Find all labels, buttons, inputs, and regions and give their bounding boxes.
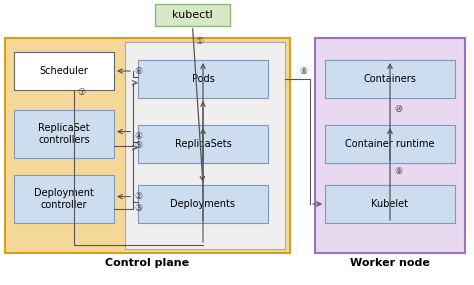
Bar <box>125 42 285 249</box>
Text: Container runtime: Container runtime <box>345 139 435 149</box>
Text: ③: ③ <box>134 203 142 213</box>
Text: ReplicaSet
controllers: ReplicaSet controllers <box>38 123 90 145</box>
Text: ④: ④ <box>134 132 142 141</box>
Text: Scheduler: Scheduler <box>39 66 89 76</box>
Text: Worker node: Worker node <box>350 258 430 268</box>
Bar <box>14 175 114 223</box>
Text: Containers: Containers <box>364 74 417 84</box>
Text: Kubelet: Kubelet <box>372 199 409 209</box>
Text: ②: ② <box>134 192 142 201</box>
Text: ①: ① <box>195 37 204 46</box>
Text: Deployment
controller: Deployment controller <box>34 188 94 210</box>
Bar <box>138 60 268 98</box>
Text: ⑦: ⑦ <box>77 88 85 97</box>
Bar <box>5 38 290 253</box>
Text: ⑨: ⑨ <box>394 167 402 176</box>
Bar <box>315 38 465 253</box>
Text: Deployments: Deployments <box>171 199 236 209</box>
Text: Control plane: Control plane <box>105 258 190 268</box>
Text: ReplicaSets: ReplicaSets <box>174 139 231 149</box>
Text: Pods: Pods <box>191 74 214 84</box>
Bar <box>325 60 455 98</box>
Text: ⑧: ⑧ <box>299 67 307 76</box>
Bar <box>138 125 268 163</box>
Text: ⑥: ⑥ <box>134 67 142 76</box>
Bar <box>14 52 114 90</box>
Bar <box>325 125 455 163</box>
Bar <box>14 110 114 158</box>
Bar <box>138 185 268 223</box>
Bar <box>325 185 455 223</box>
Text: kubectl: kubectl <box>172 10 213 20</box>
Text: ⑩: ⑩ <box>394 105 402 113</box>
Bar <box>155 4 230 26</box>
Text: ⑤: ⑤ <box>134 141 142 150</box>
